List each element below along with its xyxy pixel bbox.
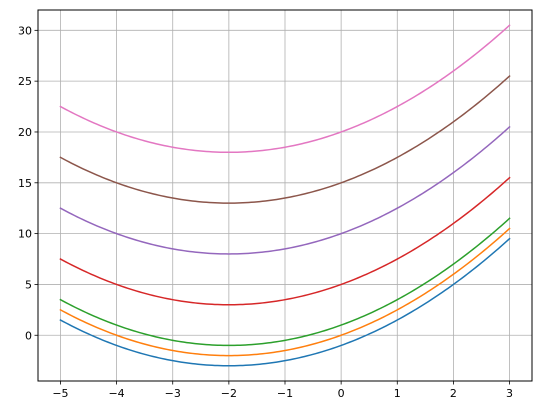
x-tick-label: −1 — [277, 387, 293, 400]
y-tick-label: 30 — [18, 24, 32, 37]
y-tick-label: 20 — [18, 126, 32, 139]
y-tick-label: 15 — [18, 177, 32, 190]
y-tick-label: 5 — [25, 278, 32, 291]
series-line-5 — [59, 125, 511, 255]
y-tick-label: 10 — [18, 228, 32, 241]
series-line-7 — [59, 24, 511, 154]
series-line-3 — [59, 217, 511, 347]
series-line-6 — [59, 75, 511, 204]
series-line-4 — [59, 176, 511, 306]
x-tick-label: −3 — [165, 387, 181, 400]
y-tick-label: 25 — [18, 75, 32, 88]
x-tick-label: 0 — [338, 387, 345, 400]
y-tick-label: 0 — [25, 329, 32, 342]
x-tick-label: −4 — [108, 387, 124, 400]
x-tick-label: 2 — [450, 387, 457, 400]
x-tick-label: −2 — [221, 387, 237, 400]
series-line-1 — [59, 237, 511, 367]
x-tick-label: 3 — [506, 387, 513, 400]
x-tick-label: −5 — [52, 387, 68, 400]
plot-series — [59, 24, 511, 367]
series-line-2 — [59, 227, 511, 357]
grid — [38, 10, 532, 381]
x-tick-label: 1 — [394, 387, 401, 400]
